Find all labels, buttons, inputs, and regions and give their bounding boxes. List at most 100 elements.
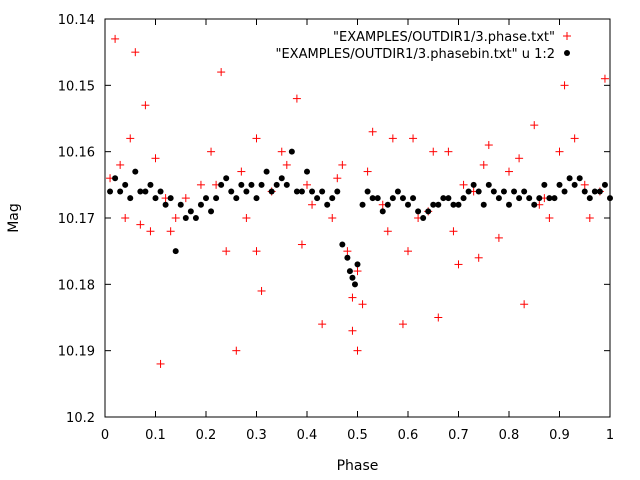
data-point: [398, 320, 407, 329]
x-tick-label: 0.3: [246, 428, 267, 443]
data-point: [338, 160, 347, 169]
bin-point: [107, 188, 114, 195]
bin-point: [430, 201, 437, 208]
data-point: [454, 260, 463, 269]
series-layer: [106, 34, 613, 368]
y-tick-label: 10.19: [58, 345, 95, 360]
data-point: [515, 154, 524, 163]
bin-point: [455, 201, 462, 208]
data-point: [171, 214, 180, 222]
bin-point: [351, 281, 358, 288]
bin-point: [384, 201, 391, 208]
bin-point: [591, 188, 598, 195]
bin-point: [177, 201, 184, 208]
x-tick-label: 0.6: [398, 428, 419, 443]
data-point: [555, 147, 564, 156]
bin-point: [208, 208, 215, 215]
x-tick-label: 1: [606, 428, 614, 443]
bin-point: [495, 195, 502, 202]
y-axis-label: Mag: [6, 203, 22, 233]
data-point: [353, 267, 362, 276]
bin-point: [298, 188, 305, 195]
data-point: [207, 147, 216, 156]
data-point: [181, 194, 190, 203]
data-point: [388, 134, 397, 143]
bin-point: [243, 188, 250, 195]
bin-point: [566, 175, 573, 182]
bin-point: [596, 188, 603, 195]
bin-point: [571, 181, 578, 188]
bin-point: [410, 195, 417, 202]
bin-point: [511, 188, 518, 195]
bin-point: [581, 188, 588, 195]
y-tick-label: 10.15: [58, 79, 95, 94]
bin-point: [556, 181, 563, 188]
data-point: [277, 147, 286, 156]
y-tick-label: 10.16: [58, 146, 95, 161]
bin-point: [258, 181, 265, 188]
bin-point: [480, 201, 487, 208]
bin-point: [475, 188, 482, 195]
phase-series: [106, 34, 609, 368]
data-point: [217, 68, 226, 77]
bin-point: [460, 195, 467, 202]
data-point: [131, 48, 140, 57]
data-point: [585, 214, 594, 222]
data-point: [358, 300, 367, 309]
data-point: [404, 247, 412, 256]
data-point: [232, 346, 241, 355]
bin-point: [192, 215, 199, 221]
bin-point: [506, 201, 512, 208]
bin-point: [152, 195, 159, 202]
bin-point: [359, 201, 366, 208]
data-point: [292, 94, 301, 103]
data-point: [474, 253, 483, 262]
bin-point: [117, 188, 124, 195]
bin-point: [500, 188, 507, 195]
bin-point: [399, 195, 406, 202]
data-point: [146, 227, 155, 236]
data-point: [459, 180, 468, 189]
data-point: [343, 247, 352, 256]
bin-point: [197, 201, 204, 208]
data-point: [530, 121, 539, 130]
bin-point: [157, 188, 164, 195]
data-point: [348, 293, 357, 302]
bin-point: [182, 215, 189, 221]
x-tick-label: 0: [101, 428, 109, 443]
bin-point: [346, 268, 353, 275]
data-point: [252, 247, 261, 256]
data-point: [580, 180, 589, 189]
x-axis: 0 0.1 0.2 0.3 0.4 0.5 0.6 0.7 0.8 0.9 1: [101, 19, 614, 443]
bin-point: [339, 241, 346, 248]
bin-point: [268, 188, 275, 195]
bin-point: [586, 195, 593, 202]
bin-point: [112, 175, 119, 182]
bin-point: [379, 208, 386, 215]
bin-point: [329, 195, 336, 202]
bin-point: [405, 201, 411, 208]
bin-point: [546, 195, 553, 202]
bin-point: [324, 201, 331, 208]
x-tick-label: 0.8: [499, 428, 520, 443]
data-point: [257, 286, 266, 295]
data-point: [282, 160, 291, 169]
bin-point: [233, 195, 240, 202]
data-point: [318, 320, 327, 329]
bin-point: [364, 188, 371, 195]
bin-point: [127, 195, 134, 202]
bin-point: [137, 188, 144, 195]
bin-point: [435, 201, 442, 208]
bin-point: [485, 181, 492, 188]
x-tick-label: 0.7: [448, 428, 469, 443]
data-point: [156, 359, 165, 368]
data-point: [560, 81, 569, 90]
bin-point: [187, 208, 194, 215]
y-axis: 10.14 10.15 10.16 10.17 10.18 10.19 10.2: [58, 13, 610, 426]
data-point: [570, 134, 579, 143]
bin-point: [465, 188, 472, 195]
data-point: [126, 134, 135, 143]
data-point: [368, 127, 377, 136]
bin-point: [374, 195, 381, 202]
